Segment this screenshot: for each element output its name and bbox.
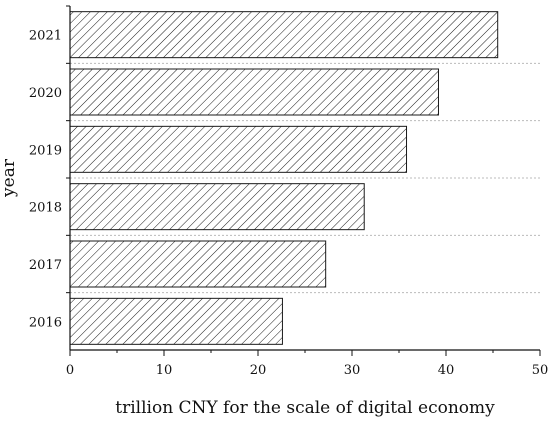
bar-2018	[69, 183, 365, 231]
y-axis-title: year	[0, 158, 19, 198]
y-tick-label-2021: 2021	[29, 29, 62, 44]
y-tick-label-2016: 2016	[29, 315, 62, 330]
bar-2016	[69, 297, 283, 345]
x-tick-label-30: 30	[344, 363, 361, 378]
y-tick-label-2020: 2020	[29, 86, 62, 101]
x-tick-label-0: 0	[66, 363, 74, 378]
x-axis-title: trillion CNY for the scale of digital ec…	[115, 398, 495, 418]
y-axis-ticks: 2016 2017 2018 2019 2020 2021	[29, 5, 70, 330]
bar-2019	[69, 125, 408, 173]
y-tick-label-2018: 2018	[29, 201, 62, 216]
y-tick-label-2017: 2017	[29, 258, 62, 273]
y-tick-label-2019: 2019	[29, 143, 62, 158]
x-axis-ticks: 0 10 20 30 40 50	[66, 350, 548, 378]
x-tick-label-10: 10	[156, 363, 173, 378]
x-tick-label-40: 40	[438, 363, 455, 378]
bar-2021	[69, 11, 499, 59]
x-tick-label-50: 50	[532, 363, 549, 378]
bars	[69, 11, 499, 345]
x-tick-label-20: 20	[250, 363, 267, 378]
bar-2017	[69, 240, 327, 288]
bar-2020	[69, 68, 439, 116]
